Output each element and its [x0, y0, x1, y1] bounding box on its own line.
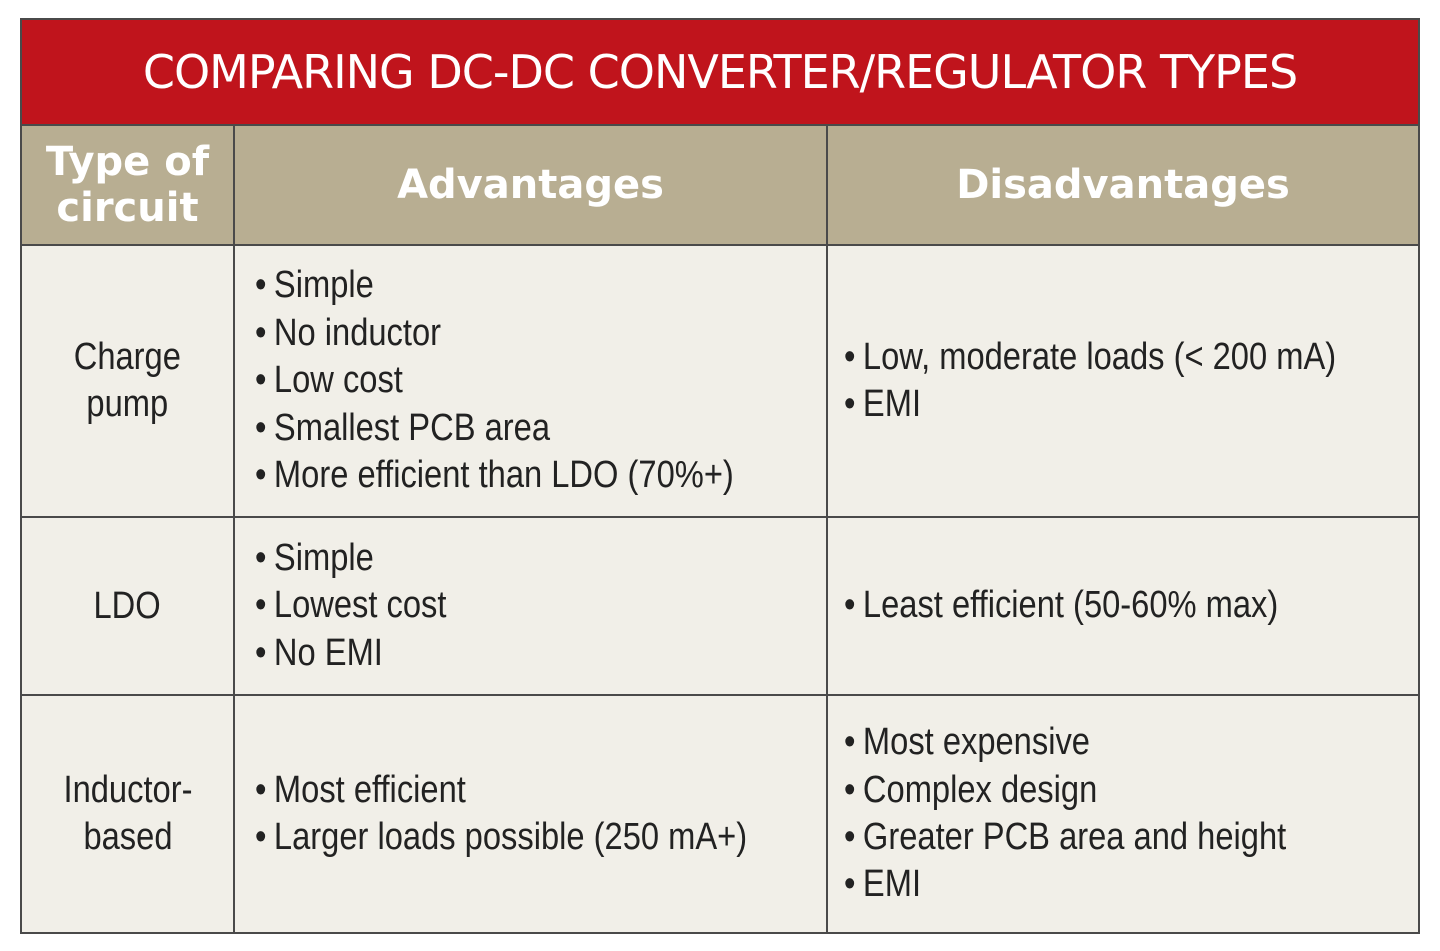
disadvantages-cell: • Most expensive • Complex design • Greater… — [828, 696, 1418, 932]
circuit-type-line: pump — [86, 383, 169, 425]
bullet-icon: • — [255, 631, 267, 674]
bullet-icon: • — [844, 584, 856, 627]
disadvantages-list: • Least efficient (50-60% max) — [844, 582, 1349, 629]
list-item: • Lowest cost — [255, 582, 446, 629]
list-item: • EMI — [844, 381, 1336, 428]
advantages-list: • Most efficient • Larger loads possible (… — [255, 767, 827, 862]
list-item: • Least efficient (50-60% max) — [844, 582, 1278, 629]
circuit-type-cell: Charge pump — [22, 246, 235, 516]
header-advantages: Advantages — [235, 126, 828, 244]
comparison-table: COMPARING DC-DC CONVERTER/REGULATOR TYPE… — [20, 18, 1420, 934]
circuit-type-cell: Inductor- based — [22, 696, 235, 932]
list-item: • Larger loads possible (250 mA+) — [255, 814, 747, 861]
bullet-icon: • — [844, 335, 856, 378]
bullet-icon: • — [255, 454, 267, 497]
bullet-icon: • — [255, 816, 267, 858]
list-item: • Greater PCB area and height — [844, 814, 1286, 861]
table-row: Charge pump • Simple • No inductor • Low co… — [22, 246, 1418, 518]
advantages-cell: • Simple • Lowest cost • No EMI — [235, 518, 828, 694]
circuit-type-cell: LDO — [22, 518, 235, 694]
disadvantages-list: • Most expensive • Complex design • Greater… — [844, 719, 1358, 909]
bullet-icon: • — [255, 406, 267, 449]
list-item: • More efficient than LDO (70%+) — [255, 452, 734, 499]
list-item: • Most expensive — [844, 719, 1286, 766]
bullet-icon: • — [255, 584, 267, 627]
advantages-cell: • Most efficient • Larger loads possible (… — [235, 696, 828, 932]
bullet-icon: • — [255, 359, 267, 402]
list-item: • Simple — [255, 535, 446, 582]
bullet-icon: • — [844, 816, 856, 858]
circuit-type-line: Inductor- — [63, 769, 192, 811]
bullet-icon: • — [255, 311, 267, 354]
list-item: • Most efficient — [255, 767, 747, 814]
header-type-of-circuit: Type of circuit — [22, 126, 235, 244]
bullet-icon: • — [844, 768, 856, 811]
bullet-icon: • — [844, 383, 856, 425]
advantages-list: • Simple • Lowest cost • No EMI — [255, 535, 478, 677]
table-header-row: Type of circuit Advantages Disadvantages — [22, 126, 1418, 246]
bullet-icon: • — [255, 536, 267, 579]
bullet-icon: • — [844, 863, 856, 906]
list-item: • Low, moderate loads (< 200 mA) — [844, 334, 1336, 381]
list-item: • Low cost — [255, 357, 734, 404]
header-disadvantages: Disadvantages — [956, 162, 1290, 208]
list-item: • Smallest PCB area — [255, 405, 734, 452]
bullet-icon: • — [255, 264, 267, 307]
disadvantages-cell: • Low, moderate loads (< 200 mA) • EMI — [828, 246, 1418, 516]
list-item: • Complex design — [844, 767, 1286, 814]
bullet-icon: • — [255, 768, 267, 811]
disadvantages-list: • Low, moderate loads (< 200 mA) • EMI — [844, 334, 1416, 429]
list-item: • No EMI — [255, 630, 446, 677]
circuit-type-line: LDO — [93, 584, 162, 627]
list-item: • EMI — [844, 861, 1286, 908]
advantages-cell: • Simple • No inductor • Low cost • Smallest… — [235, 246, 828, 516]
list-item: • No inductor — [255, 310, 734, 357]
table-row: Inductor- based • Most efficient • Larger … — [22, 696, 1418, 932]
bullet-icon: • — [844, 721, 856, 764]
list-item: • Simple — [255, 262, 734, 309]
advantages-list: • Simple • No inductor • Low cost • Smallest… — [255, 262, 812, 499]
circuit-type-line: Charge — [73, 336, 182, 378]
disadvantages-cell: • Least efficient (50-60% max) — [828, 518, 1418, 694]
header-type-label: Type of circuit — [45, 139, 210, 231]
table-title: COMPARING DC-DC CONVERTER/REGULATOR TYPE… — [22, 20, 1418, 126]
circuit-type-line: based — [82, 816, 173, 858]
table-row: LDO • Simple • Lowest cost • No EMI • Least … — [22, 518, 1418, 696]
